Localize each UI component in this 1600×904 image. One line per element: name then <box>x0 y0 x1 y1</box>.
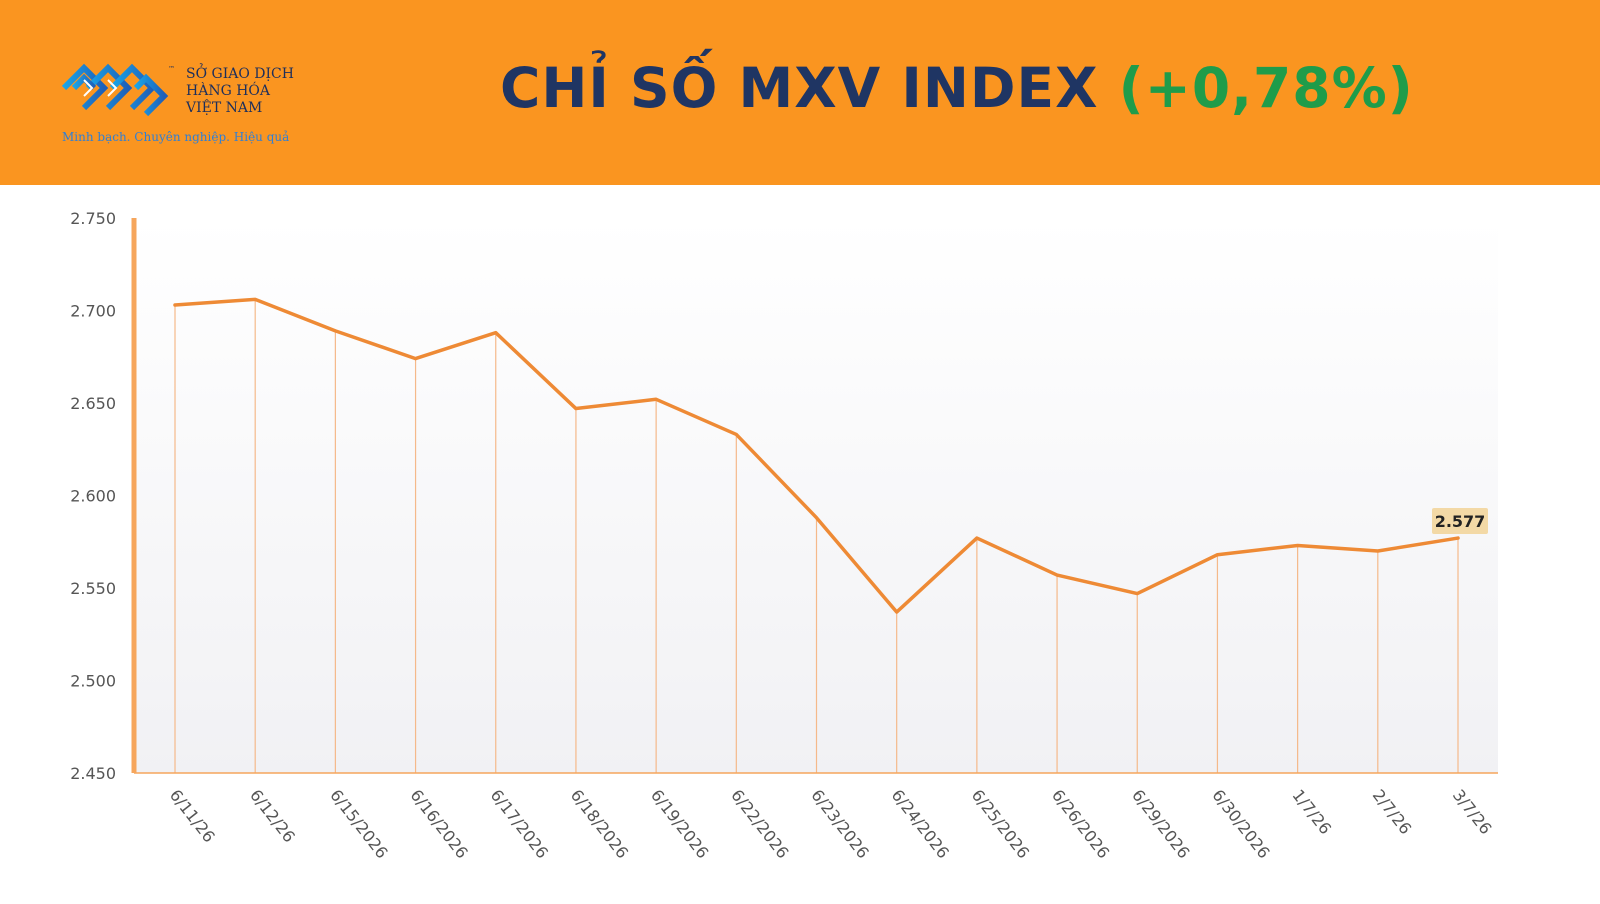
logo-line-2: HÀNG HÓA <box>186 83 270 99</box>
x-tick-label: 6/24/2026 <box>888 786 953 862</box>
x-tick-label: 6/22/2026 <box>727 786 792 862</box>
x-tick-label: 6/26/2026 <box>1048 786 1113 862</box>
chart-title: CHỈ SỐ MXV INDEX (+0,78%) <box>500 48 1413 128</box>
chart-area: 2.750 2.700 2.650 2.600 2.550 2.500 2.450 6/11… <box>0 185 1600 900</box>
logo-slogan: Minh bạch. Chuyên nghiệp. Hiệu quả <box>62 130 290 144</box>
x-tick-label: 6/16/2026 <box>406 786 471 862</box>
y-tick-label: 2.700 <box>70 302 116 321</box>
line-chart: 2.750 2.700 2.650 2.600 2.550 2.500 2.450 6/11… <box>70 209 1498 862</box>
y-tick-label: 2.650 <box>70 394 116 413</box>
y-axis-ticks: 2.750 2.700 2.650 2.600 2.550 2.500 2.450 <box>70 209 116 783</box>
x-tick-label: 6/23/2026 <box>807 786 872 862</box>
x-tick-label: 6/18/2026 <box>567 786 632 862</box>
series-line <box>173 297 1460 614</box>
last-value-label-text: 2.577 <box>1435 512 1486 531</box>
x-tick-label: 3/7/26 <box>1449 786 1496 838</box>
last-value-label: 2.577 <box>1432 508 1488 535</box>
mxv-logo-icon <box>61 63 169 117</box>
mxv-logo: ™ SỞ GIAO DỊCH HÀNG HÓA VIỆT NAM Minh bạ… <box>60 62 320 152</box>
x-tick-label: 6/19/2026 <box>647 786 712 862</box>
x-tick-label: 6/15/2026 <box>326 786 391 862</box>
y-tick-label: 2.450 <box>70 764 116 783</box>
title-main: CHỈ SỐ MXV INDEX <box>500 56 1099 120</box>
x-tick-label: 6/11/26 <box>166 786 219 846</box>
logo-line-1: SỞ GIAO DỊCH <box>186 66 294 82</box>
x-tick-label: 1/7/26 <box>1288 786 1335 838</box>
x-tick-label: 6/17/2026 <box>487 786 552 862</box>
y-tick-label: 2.600 <box>70 487 116 506</box>
x-tick-label: 6/30/2026 <box>1208 786 1273 862</box>
x-tick-label: 6/12/26 <box>246 786 299 846</box>
x-tick-label: 6/25/2026 <box>968 786 1033 862</box>
logo-line-3: VIỆT NAM <box>186 100 263 116</box>
y-tick-label: 2.500 <box>70 672 116 691</box>
last-value-label-box <box>1432 508 1488 535</box>
x-tick-label: 2/7/26 <box>1369 786 1416 838</box>
x-tick-label: 6/29/2026 <box>1128 786 1193 862</box>
logo-trademark: ™ <box>168 65 175 73</box>
logo-text: SỞ GIAO DỊCH HÀNG HÓA VIỆT NAM <box>186 66 294 117</box>
x-axis-ticks: 6/11/26 6/12/26 6/15/2026 6/16/2026 6/17/202… <box>166 786 1496 862</box>
drop-lines <box>174 299 1459 773</box>
y-tick-label: 2.550 <box>70 579 116 598</box>
title-change: (+0,78%) <box>1118 56 1414 120</box>
y-tick-label: 2.750 <box>70 209 116 228</box>
header-banner: ™ SỞ GIAO DỊCH HÀNG HÓA VIỆT NAM Minh bạ… <box>0 0 1600 185</box>
